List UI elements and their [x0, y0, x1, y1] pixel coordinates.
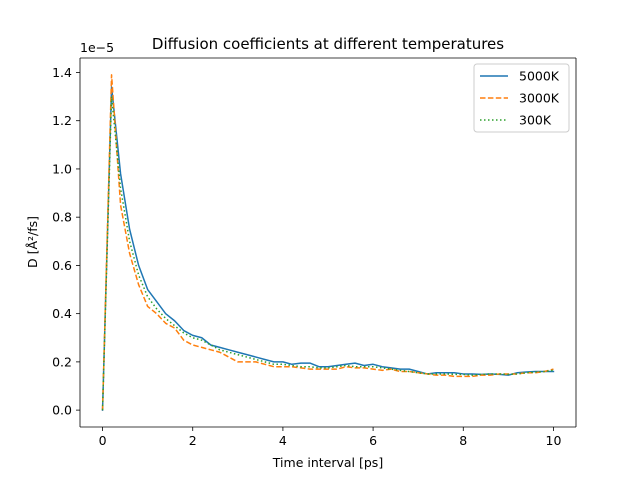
y-tick-label: 0.0: [52, 403, 72, 418]
y-axis-label: D [Å²/fs]: [25, 216, 40, 268]
y-tick-label: 1.2: [52, 113, 72, 128]
x-tick-label: 8: [459, 433, 467, 448]
y-tick-label: 0.8: [52, 210, 72, 225]
y-tick-label: 1.4: [52, 65, 72, 80]
x-tick-label: 10: [546, 433, 562, 448]
series-line-5000K: [101, 86, 555, 411]
legend-label-3000K: 3000K: [519, 91, 560, 106]
x-tick-label: 2: [189, 433, 197, 448]
y-tick-label: 0.4: [52, 306, 72, 321]
series-line-3000K: [101, 74, 554, 411]
legend-box: [473, 63, 570, 133]
legend-label-5000K: 5000K: [519, 69, 560, 84]
y-offset-label: 1e−5: [80, 40, 114, 55]
x-tick-label: 6: [369, 433, 377, 448]
y-tick-label: 0.6: [52, 258, 72, 273]
ticks: 0 2 4 6 8 10 0.0 0.2 0.4 0.6 0.8 1.0 1.2 1.4: [52, 65, 561, 448]
chart-title: Diffusion coefficients at different temp…: [152, 35, 504, 53]
x-axis-label: Time interval [ps]: [272, 455, 383, 470]
x-tick-label: 0: [99, 433, 107, 448]
axes: [79, 57, 577, 428]
x-tick-label: 4: [279, 433, 287, 448]
y-tick-label: 1.0: [52, 161, 72, 176]
y-tick-label: 0.2: [52, 354, 72, 369]
legend-label-300K: 300K: [519, 113, 552, 128]
series-lines: [101, 74, 555, 411]
legend: 5000K 3000K 300K: [473, 63, 570, 133]
